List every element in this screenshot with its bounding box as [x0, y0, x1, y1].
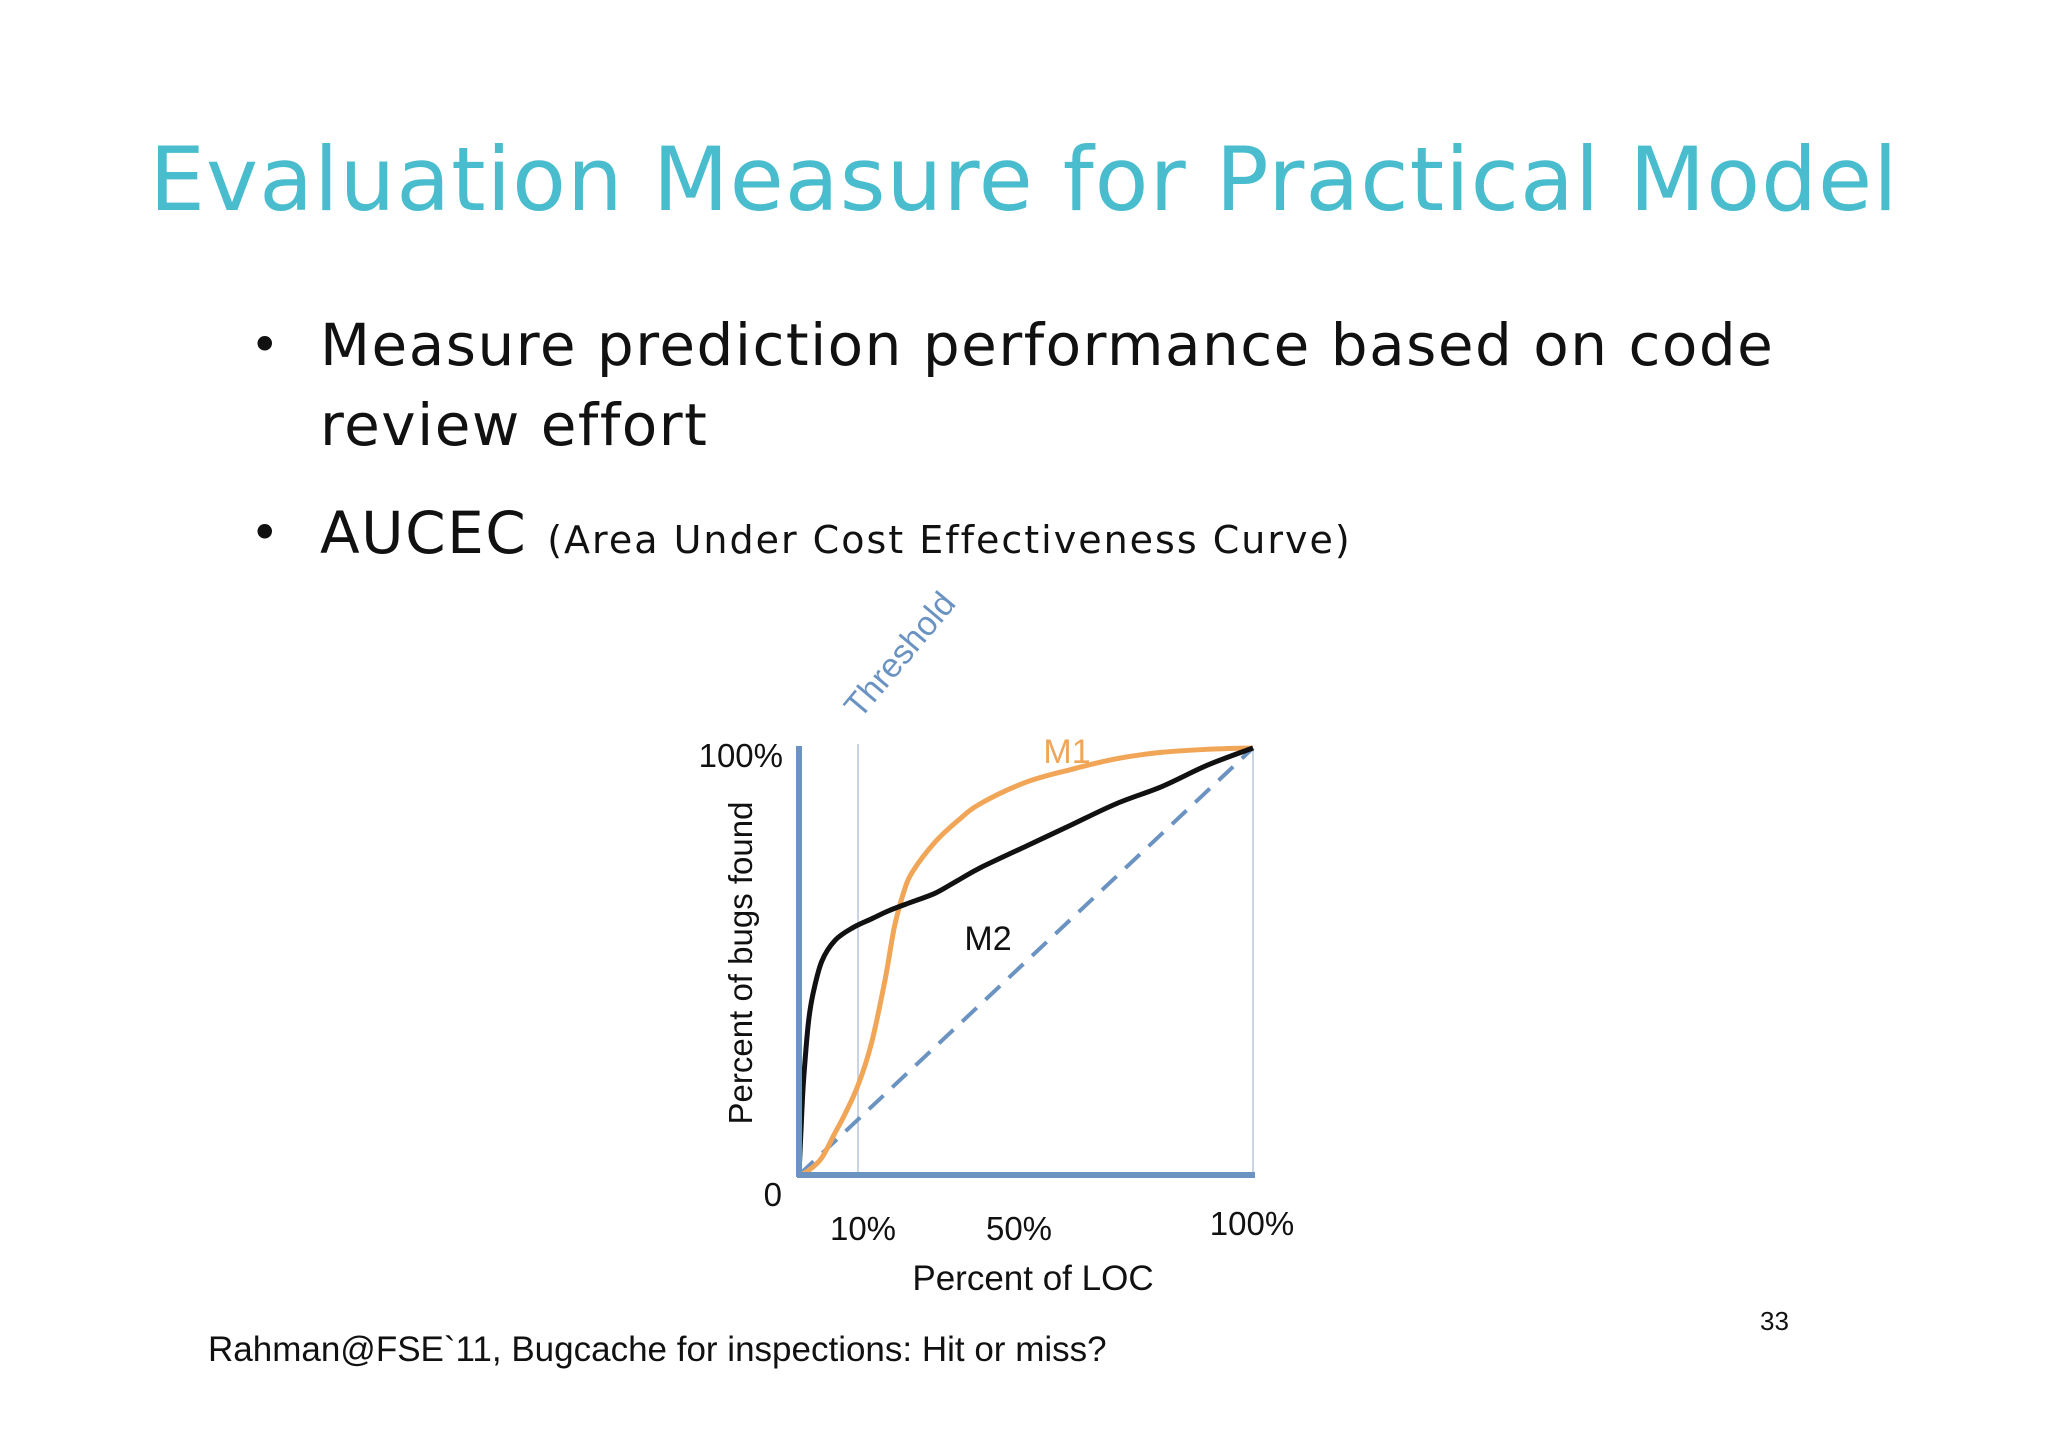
series-label-m2: M2 [964, 920, 1011, 958]
bullet-text: AUCEC [320, 499, 528, 567]
bullet-marker: • [250, 316, 281, 374]
y-tick-label: 100% [699, 737, 783, 774]
bullet-text-wrap: AUCEC (Area Under Cost Effectiveness Cur… [320, 493, 1880, 580]
x-axis-label: Percent of LOC [912, 1259, 1153, 1298]
threshold-label: Threshold [837, 585, 963, 725]
bullet-marker: • [250, 504, 281, 562]
x-tick-label: 10% [830, 1210, 896, 1247]
x-tick-label: 50% [986, 1210, 1052, 1247]
m1-curve [797, 745, 1254, 1178]
x-tick-label: 100% [1210, 1205, 1294, 1242]
slide-title: Evaluation Measure for Practical Model [149, 128, 1899, 231]
citation: Rahman@FSE`11, Bugcache for inspections:… [208, 1330, 1107, 1369]
page-number: 33 [1760, 1306, 1789, 1336]
y-axis-label: Percent of bugs found [722, 802, 759, 1125]
bullet-aside: (Area Under Cost Effectiveness Curve) [547, 518, 1352, 562]
bullet-text: Measure prediction performance based on … [320, 311, 1775, 459]
m2-curve [796, 745, 1254, 1176]
series-label-m1: M1 [1043, 733, 1090, 771]
random-baseline-line [797, 746, 1255, 1177]
y-tick-label: 0 [764, 1176, 782, 1213]
